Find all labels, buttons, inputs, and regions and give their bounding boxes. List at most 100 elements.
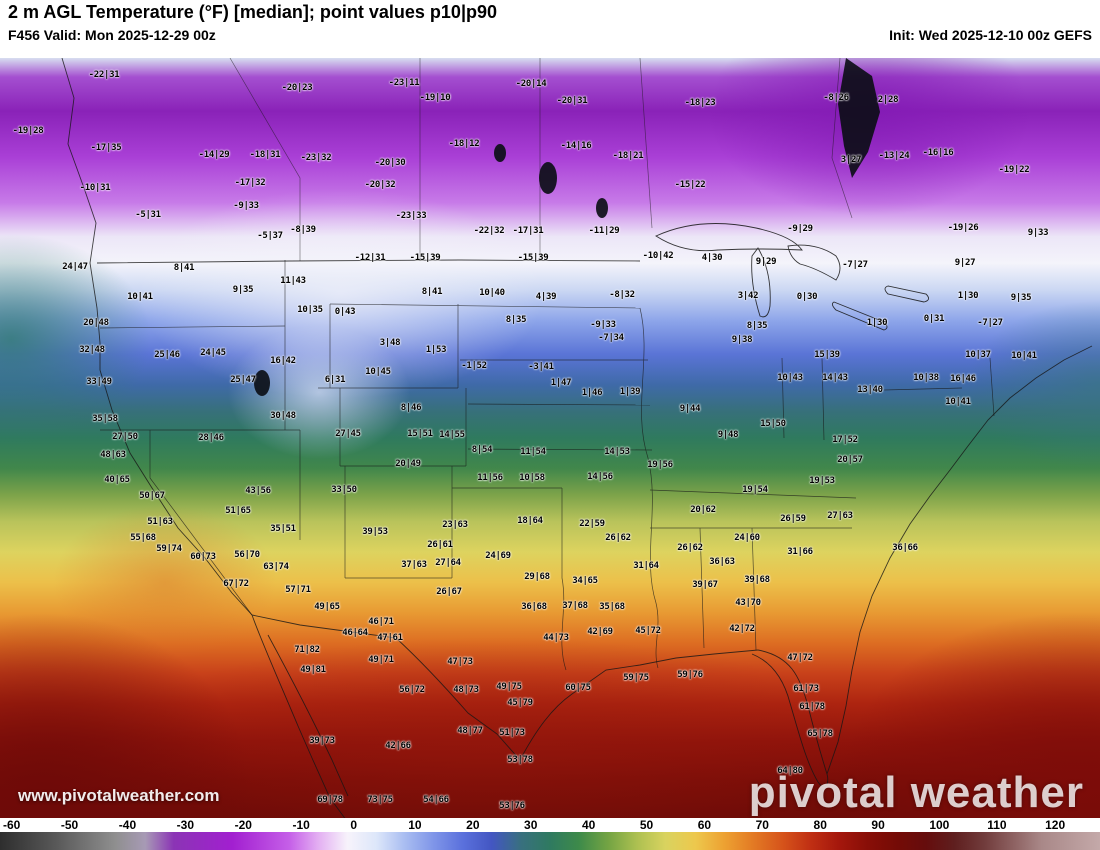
point-value-label: -5|37 [257,231,283,241]
point-value-label: 37|68 [562,601,588,611]
colorbar-tick: 30 [524,818,538,832]
point-value-label: 10|38 [913,373,939,383]
point-value-label: 10|37 [965,350,991,360]
point-value-label: 18|64 [517,516,543,526]
point-value-label: 51|73 [499,728,525,738]
point-value-label: 64|80 [777,766,803,776]
map-title: 2 m AGL Temperature (°F) [median]; point… [8,2,497,22]
point-value-label: 3|27 [840,155,862,165]
colorbar-tick: -50 [60,818,79,832]
point-value-label: 9|35 [1010,293,1032,303]
point-value-label: 60|73 [190,552,216,562]
point-value-label: 26|62 [677,543,703,553]
point-value-label: 44|73 [543,633,569,643]
point-value-label: -9|33 [233,201,259,211]
colorbar: -60 -50 -40 -30 -20 -10 0 10 20 30 40 50 60 70 80 90 100… [0,818,1100,850]
point-value-label: 8|54 [471,445,493,455]
point-value-label: 39|53 [362,527,388,537]
point-value-label: -20|30 [374,158,406,168]
point-value-label: 30|48 [270,411,296,421]
point-value-label: -18|31 [249,150,281,160]
colorbar-tick: 90 [871,818,885,832]
colorbar-ticks: -60 -50 -40 -30 -20 -10 0 10 20 30 40 50 60 70 80 90 100… [0,818,1100,832]
point-value-label: -14|16 [560,141,592,151]
point-value-label: 8|46 [400,403,422,413]
point-value-label: -19|10 [419,93,451,103]
point-value-label: 43|56 [245,486,271,496]
colorbar-tick: -20 [234,818,252,832]
point-value-label: 45|79 [507,698,533,708]
point-value-label: 14|56 [587,472,613,482]
point-value-label: 45|72 [635,626,661,636]
point-value-label: 8|35 [746,321,768,331]
point-value-label: 42|66 [385,741,411,751]
point-value-label: 24|47 [62,262,88,272]
point-value-label: 56|70 [234,550,260,560]
point-value-label: 9|33 [1027,228,1049,238]
point-value-label: 63|74 [263,562,289,572]
valid-time: F456 Valid: Mon 2025-12-29 00z [8,27,216,43]
colorbar-tick: 0 [350,818,358,832]
point-value-label: -8|32 [609,290,635,300]
point-value-label: 51|65 [225,506,251,516]
point-value-label: 20|57 [837,455,863,465]
point-value-label: 1|39 [619,387,641,397]
watermark-url: www.pivotalweather.com [18,786,220,805]
point-value-label: 65|78 [807,729,833,739]
colorbar-tick: -30 [176,818,195,832]
point-value-label: 6|31 [324,375,346,385]
point-value-label: 35|58 [92,414,118,424]
point-value-label: -15|22 [674,180,706,190]
point-value-label: 3|42 [737,291,759,301]
point-value-label: -22|31 [88,70,120,80]
point-value-label: 19|56 [647,460,673,470]
point-value-label: 11|56 [477,473,503,483]
point-value-label: 27|45 [335,429,361,439]
point-value-label: 39|68 [744,575,770,585]
point-value-label: 61|78 [799,702,825,712]
colorbar-tick: 80 [813,818,827,832]
point-value-label: -12|31 [354,253,386,263]
point-value-label: 26|61 [427,540,453,550]
point-value-label: 59|75 [623,673,649,683]
colorbar-tick: 120 [1045,818,1066,832]
point-value-label: 10|58 [519,473,545,483]
point-value-label: 11|54 [520,447,546,457]
point-value-label: 71|82 [294,645,320,655]
point-value-label: 42|69 [587,627,613,637]
point-value-label: 16|42 [270,356,296,366]
point-value-label: -3|41 [528,362,554,372]
point-value-label: 39|73 [309,736,335,746]
point-value-label: 49|75 [496,682,522,692]
coastlines [61,58,1093,818]
point-value-label: -1|52 [461,361,487,371]
point-value-label: 10|41 [945,397,971,407]
point-value-label: 43|70 [735,598,761,608]
point-value-label: 20|62 [690,505,716,515]
point-value-label: 20|49 [395,459,421,469]
colorbar-tick: 20 [466,818,480,832]
point-value-label: 55|68 [130,533,156,543]
point-value-label: 9|44 [679,404,701,414]
point-value-label: 10|40 [479,288,505,298]
point-value-label: 27|50 [112,432,138,442]
point-value-label: 22|59 [579,519,605,529]
point-value-label: -19|22 [998,165,1030,175]
point-value-label: 1|30 [957,291,979,301]
colorbar-tick: -40 [118,818,137,832]
point-value-label: 40|65 [104,475,130,485]
point-value-label: 33|49 [86,377,112,387]
point-value-label: 0|31 [923,314,945,324]
point-value-label: 73|75 [367,795,393,805]
point-value-label: -17|32 [234,178,266,188]
colorbar-tick: 70 [755,818,769,832]
point-value-label: 36|63 [709,557,735,567]
point-value-label: -22|32 [473,226,505,236]
point-value-label: 61|73 [793,684,819,694]
point-value-label: -7|27 [977,318,1003,328]
point-value-label: -17|31 [512,226,544,236]
point-value-label: -7|27 [842,260,868,270]
point-value-label: 27|63 [827,511,853,521]
point-value-label: -18|12 [448,139,480,149]
point-value-label: 53|78 [507,755,533,765]
